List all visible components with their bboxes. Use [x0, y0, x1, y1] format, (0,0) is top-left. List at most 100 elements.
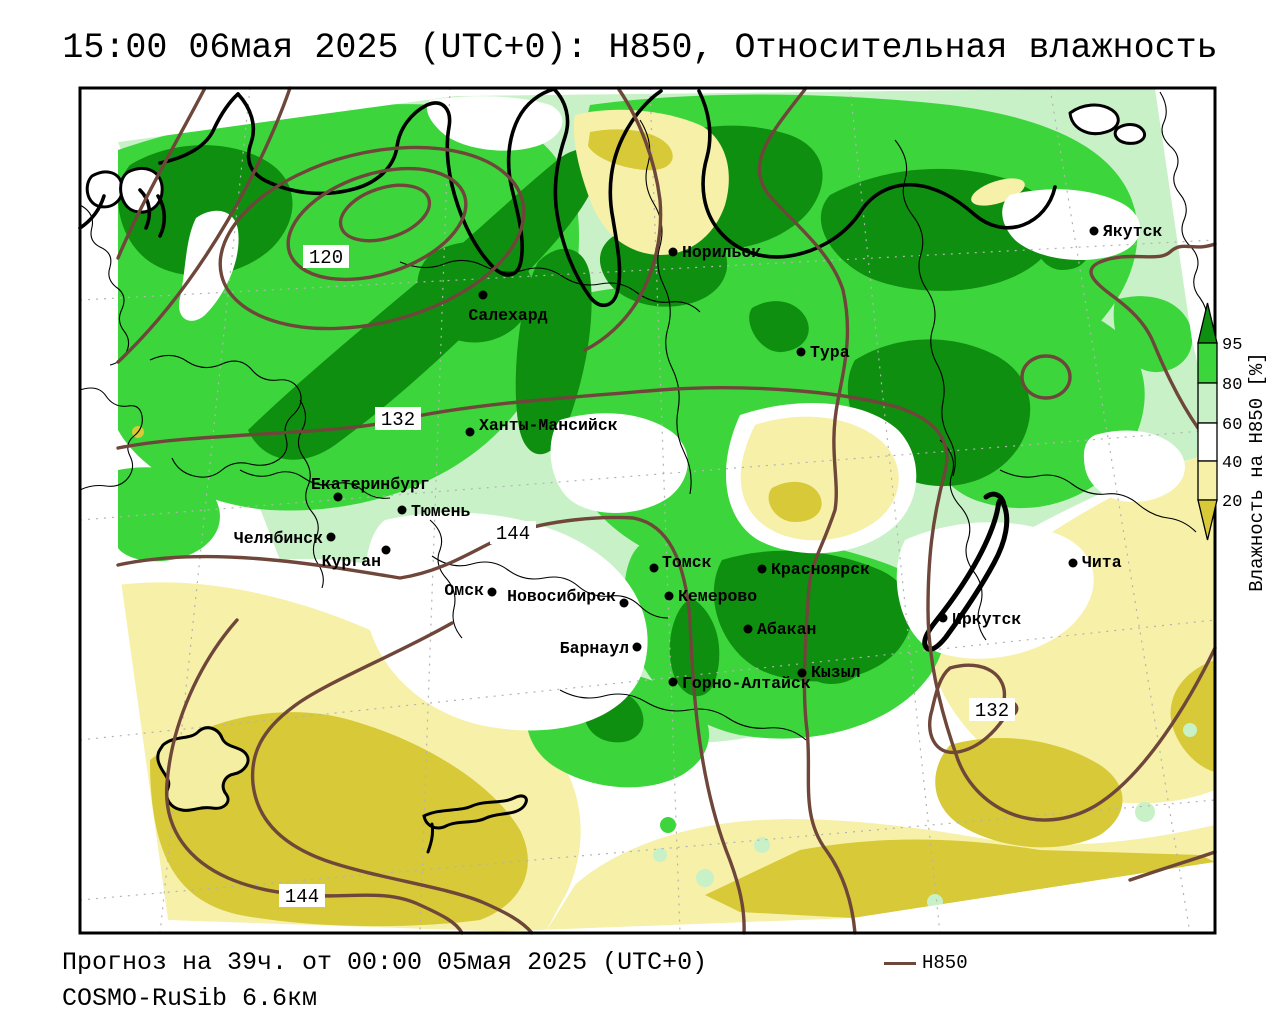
contour-labels: 120 132 144 132 144: [279, 245, 1015, 908]
city-dot: [668, 247, 678, 257]
model-info: COSMO-RuSib 6.6км: [62, 984, 318, 1013]
coastline: [1113, 123, 1147, 145]
city-dot: [743, 624, 753, 634]
h850-legend-label: H850: [922, 952, 968, 974]
coastline: [158, 92, 240, 165]
colorbar-title: Влажность на H850 [%]: [1246, 352, 1268, 591]
lake-baikal: [922, 491, 1010, 652]
humid-spot: [1135, 802, 1155, 822]
colorbar: 95 80 60 40 20 Влажность на H850 [%]: [1197, 302, 1268, 592]
city-dot: [797, 668, 807, 678]
lake: [422, 794, 528, 854]
humid-spot: [653, 848, 667, 862]
colorbar-segment: [1197, 422, 1218, 462]
h850-line-sample: [884, 961, 916, 965]
city-label: Томск: [662, 553, 712, 572]
map-title: 15:00 06мая 2025 (UTC+0): H850, Относите…: [62, 28, 1218, 68]
white-gap: [550, 413, 688, 513]
contour-label: 144: [285, 886, 319, 908]
city-dot: [796, 347, 806, 357]
contour-lines: [116, 86, 1217, 935]
city-dot: [333, 492, 343, 502]
city-label: Челябинск: [234, 529, 323, 548]
colorbar-segment: [1197, 382, 1218, 424]
city-dot: [397, 505, 407, 515]
colorbar-tick: 20: [1222, 493, 1242, 512]
coastlines: [78, 87, 1147, 854]
colorbar-tick: 95: [1222, 336, 1242, 355]
admin-borders: [79, 91, 1208, 741]
coastline: [78, 188, 167, 238]
city-label: Иркутск: [952, 610, 1021, 629]
colorbar-tick: 80: [1222, 376, 1242, 395]
city-label: Ханты-Мансийск: [479, 416, 618, 435]
contour-label: 132: [975, 700, 1009, 722]
city-dot: [381, 545, 391, 555]
city-label: Абакан: [757, 620, 816, 639]
city-label: Норильск: [682, 243, 761, 262]
humidity-field: [118, 88, 1215, 933]
city-label: Салехард: [468, 306, 547, 325]
city-label: Барнаул: [560, 639, 629, 658]
colorbar-segment: [1197, 460, 1218, 501]
coastline: [697, 89, 1057, 259]
city-dot: [664, 591, 674, 601]
white-gap: [1083, 430, 1185, 503]
city-dot: [1089, 226, 1099, 236]
city-label: Курган: [322, 552, 381, 571]
coastline: [1068, 103, 1120, 136]
city-dot: [326, 532, 336, 542]
wettest-patch: [515, 248, 592, 455]
humid-spot: [927, 894, 943, 910]
city-label: Екатеринбург: [311, 475, 430, 494]
city-dot: [757, 564, 767, 574]
city-dot: [1068, 558, 1078, 568]
dry-pocket-core: [768, 481, 822, 522]
humid-spot: [1183, 723, 1197, 737]
white-gap: [1002, 189, 1141, 261]
city-dot: [465, 427, 475, 437]
colorbar-tick: 40: [1222, 454, 1242, 473]
white-gap: [364, 512, 648, 731]
city-label: Тура: [810, 343, 850, 362]
wettest-patch: [118, 145, 293, 276]
city-label: Тюмень: [411, 502, 471, 521]
coastline: [552, 87, 663, 307]
city-dot: [668, 677, 678, 687]
wettest-patch: [749, 301, 809, 353]
map-legend: H850: [884, 952, 968, 974]
city-dot: [487, 587, 497, 597]
coastline: [85, 170, 124, 209]
white-gap: [179, 210, 239, 321]
contour-label: 132: [381, 409, 415, 431]
wettest-patch: [417, 241, 533, 343]
city-dot: [632, 642, 642, 652]
humid-region: [118, 467, 220, 562]
colorbar-segment: [1197, 342, 1218, 384]
city-label: Чита: [1082, 553, 1122, 572]
wettest-patch: [795, 633, 865, 684]
humid-spot: [696, 869, 714, 887]
city-label: Кызыл: [811, 663, 861, 682]
city-label: Горно-Алтайск: [682, 674, 811, 693]
wettest-patch: [713, 550, 913, 682]
contour-label: 120: [309, 247, 343, 269]
dry-pocket: [971, 178, 1025, 206]
city-dot: [649, 563, 659, 573]
wettest-patch: [669, 599, 720, 697]
coastline: [236, 87, 556, 277]
colorbar-tick: 60: [1222, 416, 1242, 435]
city-label: Якутск: [1103, 222, 1163, 241]
city-dot: [619, 598, 629, 608]
cities: Норильск Салехард Тура Якутск Ханты-Манс…: [234, 222, 1163, 693]
city-label: Новосибирск: [507, 587, 616, 606]
city-dot: [478, 290, 488, 300]
forecast-info: Прогноз на 39ч. от 00:00 05мая 2025 (UTC…: [62, 948, 708, 977]
humid-spot: [660, 817, 676, 833]
humid-spot: [754, 837, 770, 853]
graticule: [79, 87, 1216, 934]
colorbar-arrow-bottom: [1197, 499, 1218, 541]
city-dot: [938, 613, 948, 623]
driest-core: [1170, 660, 1215, 772]
